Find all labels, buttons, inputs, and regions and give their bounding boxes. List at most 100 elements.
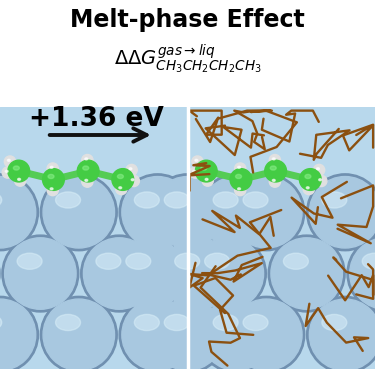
- Circle shape: [271, 238, 342, 309]
- Ellipse shape: [306, 187, 309, 189]
- Circle shape: [42, 169, 64, 190]
- Ellipse shape: [305, 174, 311, 178]
- Circle shape: [299, 169, 321, 190]
- Ellipse shape: [117, 174, 123, 178]
- Ellipse shape: [284, 253, 308, 269]
- Ellipse shape: [201, 166, 207, 170]
- Circle shape: [268, 235, 345, 312]
- Circle shape: [15, 175, 26, 186]
- Circle shape: [192, 156, 203, 167]
- Circle shape: [269, 176, 280, 187]
- Circle shape: [111, 235, 188, 312]
- Ellipse shape: [96, 253, 121, 269]
- Ellipse shape: [50, 188, 53, 190]
- Circle shape: [128, 176, 140, 187]
- Ellipse shape: [5, 170, 8, 172]
- Ellipse shape: [56, 192, 81, 208]
- Ellipse shape: [129, 168, 132, 170]
- Circle shape: [201, 299, 272, 370]
- Circle shape: [83, 238, 155, 309]
- Ellipse shape: [56, 314, 81, 330]
- Circle shape: [162, 238, 234, 309]
- Circle shape: [0, 177, 36, 248]
- Circle shape: [309, 177, 375, 248]
- Circle shape: [231, 177, 302, 248]
- Circle shape: [189, 235, 266, 312]
- Ellipse shape: [13, 166, 20, 170]
- Circle shape: [81, 235, 158, 312]
- Text: $\Delta\Delta G^{gas \rightarrow liq}_{CH_3CH_2CH_2CH_3}$: $\Delta\Delta G^{gas \rightarrow liq}_{C…: [114, 42, 261, 75]
- Circle shape: [2, 167, 14, 178]
- Circle shape: [198, 174, 275, 251]
- Circle shape: [82, 176, 93, 187]
- Ellipse shape: [8, 159, 10, 161]
- Circle shape: [122, 299, 194, 370]
- Circle shape: [119, 174, 196, 251]
- Ellipse shape: [175, 253, 200, 269]
- Circle shape: [43, 299, 114, 370]
- Circle shape: [235, 163, 246, 174]
- Ellipse shape: [205, 178, 208, 180]
- Circle shape: [149, 174, 226, 251]
- Circle shape: [47, 184, 58, 196]
- Circle shape: [202, 175, 213, 186]
- Circle shape: [40, 174, 117, 251]
- Ellipse shape: [164, 314, 189, 330]
- Circle shape: [119, 296, 196, 373]
- Circle shape: [159, 235, 236, 312]
- Text: +1.36 eV: +1.36 eV: [29, 106, 164, 132]
- Circle shape: [314, 164, 325, 176]
- Ellipse shape: [213, 314, 238, 330]
- Circle shape: [2, 235, 79, 312]
- Ellipse shape: [18, 178, 21, 180]
- Circle shape: [8, 160, 30, 182]
- Ellipse shape: [119, 187, 122, 189]
- Ellipse shape: [272, 179, 275, 182]
- Circle shape: [231, 299, 302, 370]
- Ellipse shape: [238, 166, 240, 168]
- Ellipse shape: [193, 170, 195, 172]
- Circle shape: [43, 177, 114, 248]
- Ellipse shape: [134, 314, 159, 330]
- Circle shape: [201, 177, 272, 248]
- Ellipse shape: [362, 253, 375, 269]
- Text: Melt-phase Effect: Melt-phase Effect: [70, 8, 305, 32]
- Circle shape: [77, 160, 99, 182]
- Circle shape: [113, 238, 185, 309]
- Circle shape: [192, 238, 264, 309]
- Ellipse shape: [238, 188, 240, 190]
- Circle shape: [0, 299, 36, 370]
- Circle shape: [126, 164, 137, 176]
- Ellipse shape: [322, 192, 347, 208]
- Ellipse shape: [205, 253, 230, 269]
- Circle shape: [347, 235, 375, 312]
- Ellipse shape: [0, 314, 2, 330]
- Circle shape: [152, 299, 223, 370]
- Ellipse shape: [322, 314, 347, 330]
- Ellipse shape: [319, 179, 322, 181]
- Circle shape: [152, 177, 223, 248]
- Circle shape: [235, 184, 246, 196]
- Circle shape: [116, 183, 127, 195]
- Circle shape: [4, 238, 76, 309]
- Circle shape: [316, 176, 327, 187]
- Circle shape: [195, 160, 217, 182]
- Ellipse shape: [50, 166, 53, 168]
- Ellipse shape: [270, 166, 276, 170]
- Ellipse shape: [213, 192, 238, 208]
- Circle shape: [112, 169, 134, 190]
- Ellipse shape: [131, 179, 134, 181]
- Ellipse shape: [195, 159, 198, 161]
- Ellipse shape: [85, 179, 88, 182]
- Circle shape: [307, 296, 375, 373]
- Ellipse shape: [85, 158, 88, 160]
- Circle shape: [303, 183, 315, 195]
- Circle shape: [307, 174, 375, 251]
- Circle shape: [4, 156, 16, 167]
- Circle shape: [40, 296, 117, 373]
- Circle shape: [230, 169, 252, 190]
- Circle shape: [122, 177, 194, 248]
- Ellipse shape: [17, 253, 42, 269]
- Circle shape: [265, 160, 286, 182]
- Circle shape: [269, 154, 280, 166]
